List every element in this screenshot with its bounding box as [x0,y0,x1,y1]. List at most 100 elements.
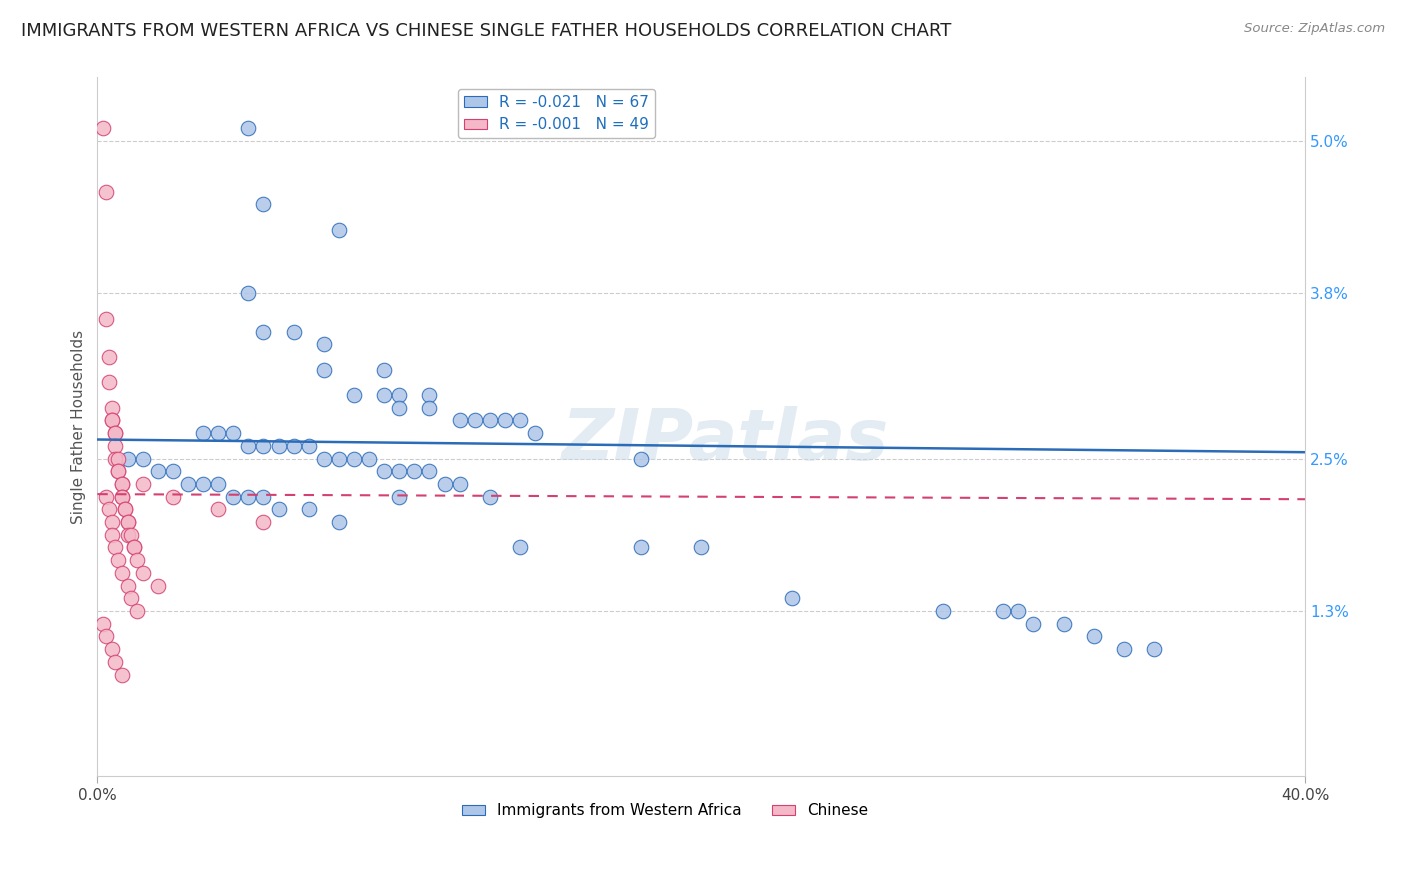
Point [524,426,547,441]
Point [146,464,169,478]
Point [267,502,290,516]
Point [101,401,124,415]
Point [373,362,395,376]
Point [191,426,214,441]
Point [1143,642,1166,657]
Point [98,350,121,364]
Point [690,541,713,555]
Point [222,426,245,441]
Point [1022,616,1045,631]
Point [101,413,124,427]
Point [252,490,274,504]
Point [125,604,148,618]
Point [283,325,305,339]
Point [373,464,395,478]
Point [122,541,145,555]
Point [120,528,142,542]
Point [388,388,411,402]
Point [404,464,426,478]
Y-axis label: Single Father Households: Single Father Households [72,330,86,524]
Point [101,515,124,529]
Point [107,553,129,567]
Point [120,591,142,606]
Point [207,502,229,516]
Point [1083,629,1105,643]
Point [298,439,321,453]
Point [96,629,118,643]
Point [449,477,471,491]
Point [117,579,139,593]
Point [464,413,486,427]
Point [238,121,260,136]
Point [267,439,290,453]
Point [104,541,127,555]
Point [932,604,955,618]
Point [101,642,124,657]
Point [162,490,184,504]
Point [93,121,115,136]
Point [125,553,148,567]
Point [1052,616,1074,631]
Point [373,388,395,402]
Point [110,490,132,504]
Point [298,502,321,516]
Point [131,477,153,491]
Point [110,566,132,580]
Point [191,477,214,491]
Point [238,286,260,301]
Point [110,667,132,681]
Point [146,579,169,593]
Point [101,413,124,427]
Text: Source: ZipAtlas.com: Source: ZipAtlas.com [1244,22,1385,36]
Point [418,464,440,478]
Point [177,477,200,491]
Point [222,490,245,504]
Point [359,451,381,466]
Point [114,502,136,516]
Point [780,591,803,606]
Point [388,401,411,415]
Point [114,502,136,516]
Point [96,311,118,326]
Point [1112,642,1135,657]
Point [162,464,184,478]
Point [117,515,139,529]
Point [98,502,121,516]
Point [328,223,350,237]
Point [449,413,471,427]
Point [104,451,127,466]
Point [107,451,129,466]
Point [343,451,366,466]
Point [131,566,153,580]
Point [494,413,516,427]
Point [283,439,305,453]
Point [630,541,652,555]
Point [509,541,531,555]
Point [433,477,456,491]
Text: IMMIGRANTS FROM WESTERN AFRICA VS CHINESE SINGLE FATHER HOUSEHOLDS CORRELATION C: IMMIGRANTS FROM WESTERN AFRICA VS CHINES… [21,22,952,40]
Point [93,616,115,631]
Point [207,477,229,491]
Point [312,451,335,466]
Point [252,197,274,211]
Point [509,413,531,427]
Point [122,541,145,555]
Point [104,426,127,441]
Point [418,388,440,402]
Point [98,376,121,390]
Point [110,490,132,504]
Point [107,464,129,478]
Point [96,490,118,504]
Point [1007,604,1029,618]
Point [418,401,440,415]
Point [328,451,350,466]
Point [238,490,260,504]
Point [343,388,366,402]
Point [104,655,127,669]
Point [312,362,335,376]
Point [478,413,501,427]
Point [104,439,127,453]
Text: ZIPatlas: ZIPatlas [561,406,889,475]
Point [110,477,132,491]
Point [238,439,260,453]
